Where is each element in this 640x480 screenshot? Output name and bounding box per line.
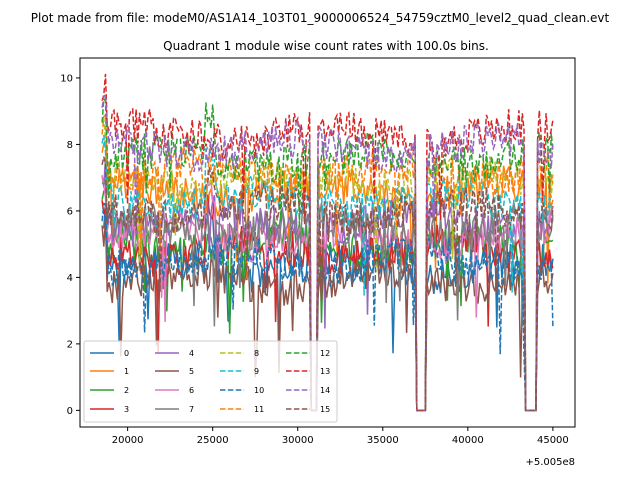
legend-label-2: 2: [124, 386, 129, 395]
series-line-14: [101, 92, 554, 412]
x-tick-label: 20000: [112, 435, 144, 446]
legend-label-6: 6: [189, 386, 194, 395]
x-tick-label: 30000: [282, 435, 314, 446]
legend-label-12: 12: [320, 349, 330, 358]
x-axis-ticks: 20000 25000 30000 35000 40000 45000: [112, 427, 569, 446]
legend-label-9: 9: [254, 367, 259, 376]
legend-label-0: 0: [124, 349, 129, 358]
series-line-13: [101, 73, 554, 412]
legend-label-15: 15: [320, 405, 330, 414]
legend-label-8: 8: [254, 349, 259, 358]
x-tick-label: 45000: [537, 435, 569, 446]
series-layer: [101, 73, 554, 412]
legend-label-3: 3: [124, 405, 129, 414]
y-axis-ticks: 0 2 4 6 8 10: [60, 73, 80, 417]
legend-label-13: 13: [320, 367, 330, 376]
y-tick-label: 6: [67, 206, 73, 217]
legend-label-5: 5: [189, 367, 194, 376]
y-tick-label: 10: [60, 73, 73, 84]
x-tick-label: 25000: [197, 435, 229, 446]
x-tick-label: 35000: [367, 435, 399, 446]
legend-frame: [83, 340, 338, 423]
legend-label-10: 10: [254, 386, 264, 395]
plot-area: [79, 57, 576, 428]
chart-title: Quadrant 1 module wise count rates with …: [163, 39, 489, 53]
legend-label-7: 7: [189, 405, 194, 414]
x-axis-offset-label: +5.005e8: [525, 457, 575, 468]
y-tick-label: 8: [67, 140, 73, 151]
y-tick-label: 0: [67, 406, 73, 417]
x-tick-label: 40000: [452, 435, 484, 446]
series-line-10: [101, 202, 554, 412]
series-line-12: [101, 96, 554, 412]
series-line-15: [101, 156, 554, 412]
legend-label-4: 4: [189, 349, 194, 358]
figure-suptitle: Plot made from file: modeM0/AS1A14_103T0…: [31, 11, 610, 25]
legend-label-1: 1: [124, 367, 129, 376]
legend-label-14: 14: [320, 386, 330, 395]
y-tick-label: 4: [67, 273, 73, 284]
series-line-5: [101, 219, 554, 412]
y-tick-label: 2: [67, 339, 73, 350]
axes-frame: [79, 57, 576, 428]
legend-label-11: 11: [254, 405, 264, 414]
